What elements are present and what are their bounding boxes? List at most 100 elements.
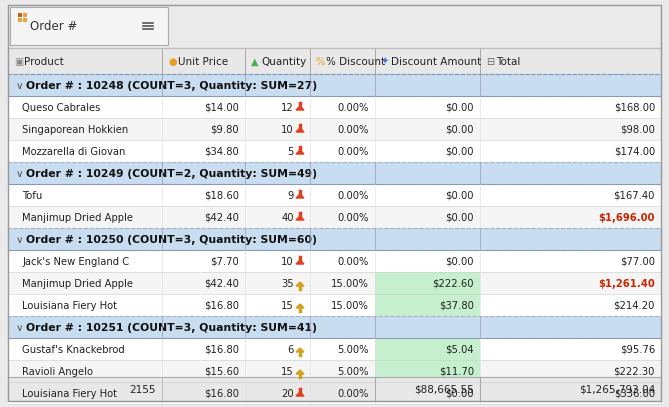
Text: Ravioli Angelo: Ravioli Angelo (22, 367, 93, 377)
Text: Tofu: Tofu (22, 191, 42, 201)
Text: ▲: ▲ (251, 57, 258, 67)
Text: Jack's New England C: Jack's New England C (22, 257, 129, 267)
Text: $0.00: $0.00 (446, 125, 474, 135)
Text: $0.00: $0.00 (446, 213, 474, 223)
Bar (8, 272, 661, 294)
Text: $16.80: $16.80 (204, 301, 239, 311)
Text: ▣: ▣ (14, 57, 23, 67)
Text: $167.40: $167.40 (613, 191, 655, 201)
Text: Order #: Order # (30, 20, 78, 33)
Text: $1,696.00: $1,696.00 (599, 213, 655, 223)
Text: % Discount: % Discount (326, 57, 385, 67)
Bar (8, 316, 661, 338)
Bar (8, 377, 661, 401)
Text: $9.80: $9.80 (210, 125, 239, 135)
Bar (8, 48, 661, 74)
Bar (8, 162, 661, 184)
Text: $174.00: $174.00 (613, 147, 655, 157)
Text: Order # : 10249 (COUNT=2, Quantity: SUM=49): Order # : 10249 (COUNT=2, Quantity: SUM=… (26, 169, 317, 179)
Polygon shape (296, 216, 304, 220)
Bar (8, 294, 661, 316)
Text: $214.20: $214.20 (613, 301, 655, 311)
Text: Order # : 10251 (COUNT=3, Quantity: SUM=41): Order # : 10251 (COUNT=3, Quantity: SUM=… (26, 323, 317, 333)
Text: $16.80: $16.80 (204, 345, 239, 355)
Text: 0.00%: 0.00% (338, 389, 369, 399)
Polygon shape (296, 128, 304, 132)
Text: 20: 20 (282, 389, 294, 399)
Text: Manjimup Dried Apple: Manjimup Dried Apple (22, 213, 133, 223)
Text: Gustaf's Knackebrod: Gustaf's Knackebrod (22, 345, 124, 355)
Text: ∨: ∨ (16, 323, 23, 333)
Text: Order # : 10250 (COUNT=3, Quantity: SUM=60): Order # : 10250 (COUNT=3, Quantity: SUM=… (26, 235, 317, 245)
Polygon shape (296, 304, 304, 308)
Text: $88,665.55: $88,665.55 (414, 385, 474, 395)
Text: 15.00%: 15.00% (331, 301, 369, 311)
Text: 0.00%: 0.00% (338, 213, 369, 223)
Text: 12: 12 (281, 103, 294, 113)
Text: $42.40: $42.40 (204, 279, 239, 289)
Text: 0.00%: 0.00% (338, 103, 369, 113)
Bar (23, 18, 27, 22)
Text: $15.60: $15.60 (204, 367, 239, 377)
Text: 35: 35 (282, 279, 294, 289)
Text: Queso Cabrales: Queso Cabrales (22, 103, 100, 113)
Text: $98.00: $98.00 (620, 125, 655, 135)
Text: $7.70: $7.70 (210, 257, 239, 267)
Text: 5: 5 (288, 147, 294, 157)
Text: 10: 10 (282, 125, 294, 135)
Polygon shape (296, 106, 304, 110)
Text: $16.80: $16.80 (204, 389, 239, 399)
Text: $222.60: $222.60 (432, 279, 474, 289)
Text: $95.76: $95.76 (619, 345, 655, 355)
Text: ⊟: ⊟ (486, 57, 494, 67)
Text: Mozzarella di Giovan: Mozzarella di Giovan (22, 147, 125, 157)
Text: $42.40: $42.40 (204, 213, 239, 223)
Text: 2155: 2155 (130, 385, 156, 395)
Text: 5.00%: 5.00% (337, 367, 369, 377)
Text: Louisiana Fiery Hot: Louisiana Fiery Hot (22, 389, 117, 399)
Polygon shape (296, 260, 304, 264)
Text: $18.60: $18.60 (204, 191, 239, 201)
Text: Total: Total (496, 57, 520, 67)
Text: $37.80: $37.80 (439, 301, 474, 311)
Text: Discount Amount: Discount Amount (391, 57, 481, 67)
Bar (8, 228, 661, 250)
Text: $5.04: $5.04 (446, 345, 474, 355)
Bar (23, 13, 27, 17)
Text: 6: 6 (288, 345, 294, 355)
Text: 5.00%: 5.00% (337, 345, 369, 355)
Bar (375, 294, 480, 316)
Text: $14.00: $14.00 (204, 103, 239, 113)
Text: 0.00%: 0.00% (338, 191, 369, 201)
Text: %: % (316, 57, 325, 67)
Text: $0.00: $0.00 (446, 389, 474, 399)
Text: Product: Product (24, 57, 64, 67)
Text: 10: 10 (282, 257, 294, 267)
Text: 15.00%: 15.00% (331, 279, 369, 289)
Text: $0.00: $0.00 (446, 147, 474, 157)
Text: Unit Price: Unit Price (178, 57, 228, 67)
Bar (8, 250, 661, 272)
Text: $1,265,793.04: $1,265,793.04 (579, 385, 655, 395)
Polygon shape (296, 370, 304, 374)
Text: $0.00: $0.00 (446, 103, 474, 113)
Bar (8, 140, 661, 162)
Text: ∨: ∨ (16, 169, 23, 179)
Text: $0.00: $0.00 (446, 191, 474, 201)
Text: 0.00%: 0.00% (338, 257, 369, 267)
Text: Manjimup Dried Apple: Manjimup Dried Apple (22, 279, 133, 289)
Text: Quantity: Quantity (261, 57, 306, 67)
Text: Louisiana Fiery Hot: Louisiana Fiery Hot (22, 301, 117, 311)
Text: 9: 9 (288, 191, 294, 201)
Text: 40: 40 (282, 213, 294, 223)
Text: $0.00: $0.00 (446, 257, 474, 267)
Text: 0.00%: 0.00% (338, 125, 369, 135)
Text: $77.00: $77.00 (620, 257, 655, 267)
Bar (8, 184, 661, 206)
Text: $1,261.40: $1,261.40 (598, 279, 655, 289)
Bar (375, 338, 480, 360)
Polygon shape (296, 282, 304, 286)
Bar (18, 18, 22, 22)
Bar (10, 7, 168, 45)
Polygon shape (296, 150, 304, 154)
